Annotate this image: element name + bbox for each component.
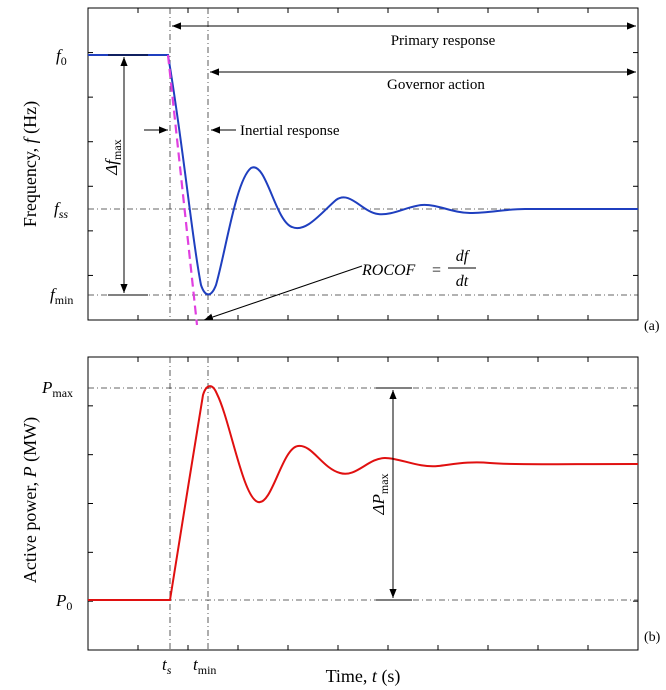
pmax-label: Pmax (41, 378, 73, 400)
rocof-lhs: ROCOF (361, 262, 416, 279)
panel-b: Pmax P0 Active power, P (MW) ΔPmax (b) (20, 356, 661, 651)
panel-a: f0 fss fmin Frequency, f (Hz) Δfmax Prim… (20, 7, 660, 334)
fmin-label: fmin (50, 285, 73, 307)
rocof-pointer-arrow (203, 265, 363, 321)
ts-label: ts (162, 655, 172, 677)
frequency-axis-label: Frequency, f (Hz) (20, 101, 41, 227)
p0-label: P0 (55, 591, 72, 613)
panel-a-frame (87, 7, 639, 321)
governor-action-label: Governor action (387, 77, 485, 93)
panel-a-label: (a) (644, 319, 660, 334)
f0-label: f0 (56, 46, 67, 68)
primary-response-label: Primary response (391, 33, 496, 49)
panel-b-frame (87, 356, 639, 651)
tmin-label: tmin (193, 655, 216, 677)
frequency-curve (88, 54, 638, 296)
rocof-numerator: df (456, 248, 471, 265)
inertial-response-label: Inertial response (240, 123, 340, 139)
fss-label: fss (54, 199, 68, 221)
power-axis-label: Active power, P (MW) (20, 417, 41, 583)
rocof-equals: = (432, 262, 441, 279)
rocof-denominator: dt (456, 273, 469, 290)
time-axis-label: Time, t (s) (326, 666, 401, 687)
panel-a-ticks (88, 8, 638, 320)
rocof-tangent-line (166, 54, 199, 326)
delta-fmax-label: Δfmax (102, 139, 124, 175)
panel-b-label: (b) (644, 630, 661, 645)
panel-b-ticks (88, 357, 638, 650)
power-curve (88, 385, 639, 601)
delta-pmax-label: ΔPmax (369, 473, 391, 515)
